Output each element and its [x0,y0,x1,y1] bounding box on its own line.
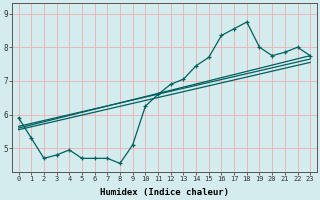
X-axis label: Humidex (Indice chaleur): Humidex (Indice chaleur) [100,188,229,197]
